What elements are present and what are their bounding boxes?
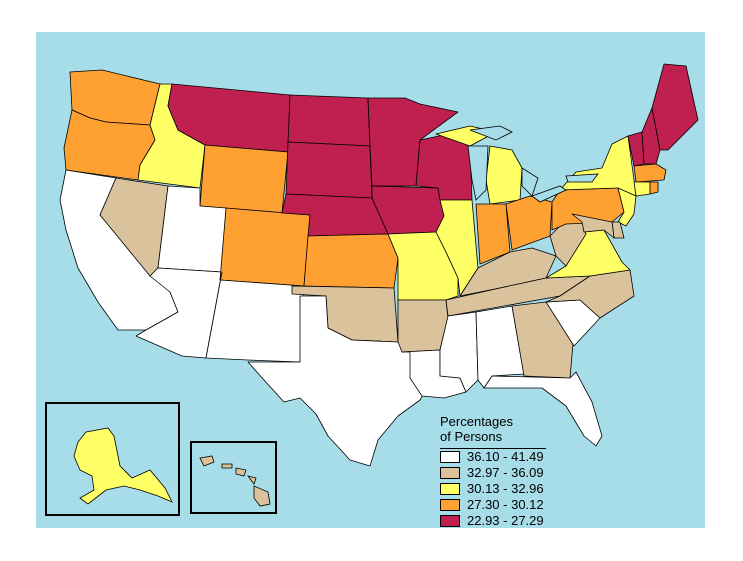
legend: Percentages of Persons 36.10 - 41.49 32.… [440,414,590,528]
state-ma [633,163,667,183]
state-az [135,267,223,359]
state-fl [483,371,603,447]
legend-item: 22.93 - 27.29 [440,513,590,528]
legend-label: 22.93 - 27.29 [467,513,544,528]
state-co [219,207,311,287]
alaska-inset-frame [45,402,180,516]
legend-item: 36.10 - 41.49 [440,449,590,464]
legend-item: 32.97 - 36.09 [440,465,590,480]
legend-label: 36.10 - 41.49 [467,449,544,464]
state-hi-group [199,455,271,507]
state-hi [235,467,247,477]
legend-label: 27.30 - 30.12 [467,497,544,512]
hawaii-inset-frame [190,441,277,514]
state-hi [221,463,233,469]
legend-swatch [440,467,460,479]
legend-swatch [440,451,460,463]
state-me [651,63,699,151]
legend-title-line1: Percentages [440,414,513,429]
state-ri [649,181,659,195]
state-sd [285,141,373,199]
legend-item: 30.13 - 32.96 [440,481,590,496]
state-nm [205,271,305,363]
state-il [435,199,479,297]
legend-item: 27.30 - 30.12 [440,497,590,512]
legend-swatch [440,499,460,511]
state-hi [247,475,257,485]
state-oh [505,195,553,251]
state-ct [633,181,651,197]
state-wy [199,144,289,214]
state-ak [73,427,173,505]
state-nh [641,107,661,165]
legend-divider [440,448,546,449]
state-nd [287,94,371,147]
state-ar [397,299,449,353]
legend-swatch [440,515,460,527]
legend-swatch [440,483,460,495]
legend-label: 32.97 - 36.09 [467,465,544,480]
state-hi [253,485,271,507]
legend-title-line2: of Persons [440,429,503,444]
state-md [571,213,615,239]
legend-label: 30.13 - 32.96 [467,481,544,496]
state-ks [303,233,399,289]
great-lakes [467,125,599,203]
state-hi [199,455,215,467]
